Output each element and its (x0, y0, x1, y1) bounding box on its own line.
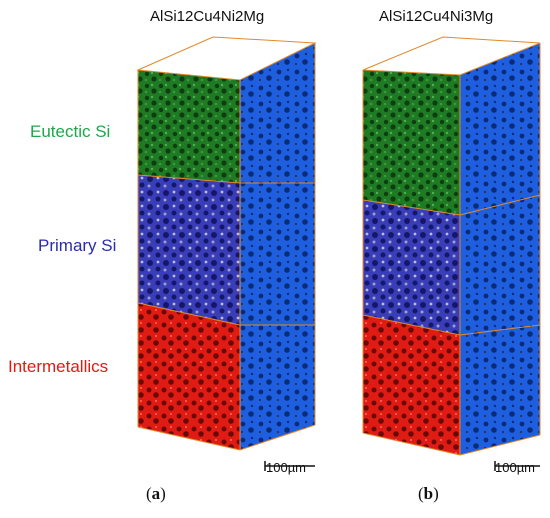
panel-a-open: ( (146, 484, 152, 503)
panel-a-letter: a (151, 484, 161, 503)
panel-a-close: ) (160, 484, 166, 503)
panel-a-title: AlSi12Cu4Ni2Mg (150, 8, 265, 25)
panel-a-label: (a) (146, 484, 166, 504)
panel-b-title: AlSi12Cu4Ni3Mg (379, 8, 494, 25)
label-eutectic-si: Eutectic Si (30, 122, 111, 141)
panel-b-letter: b (423, 484, 434, 503)
label-primary-si: Primary Si (38, 236, 117, 255)
volume-rendering-a (136, 36, 317, 471)
panel-b-open: ( (418, 484, 424, 503)
panel-b-label: (b) (418, 484, 439, 504)
volume-rendering-b (362, 36, 541, 471)
scale-bar-b-label: 100µm (495, 460, 536, 475)
label-intermetallics: Intermetallics (8, 357, 109, 376)
scale-bar-a-label: 100µm (266, 460, 307, 475)
panel-b-close: ) (433, 484, 439, 503)
